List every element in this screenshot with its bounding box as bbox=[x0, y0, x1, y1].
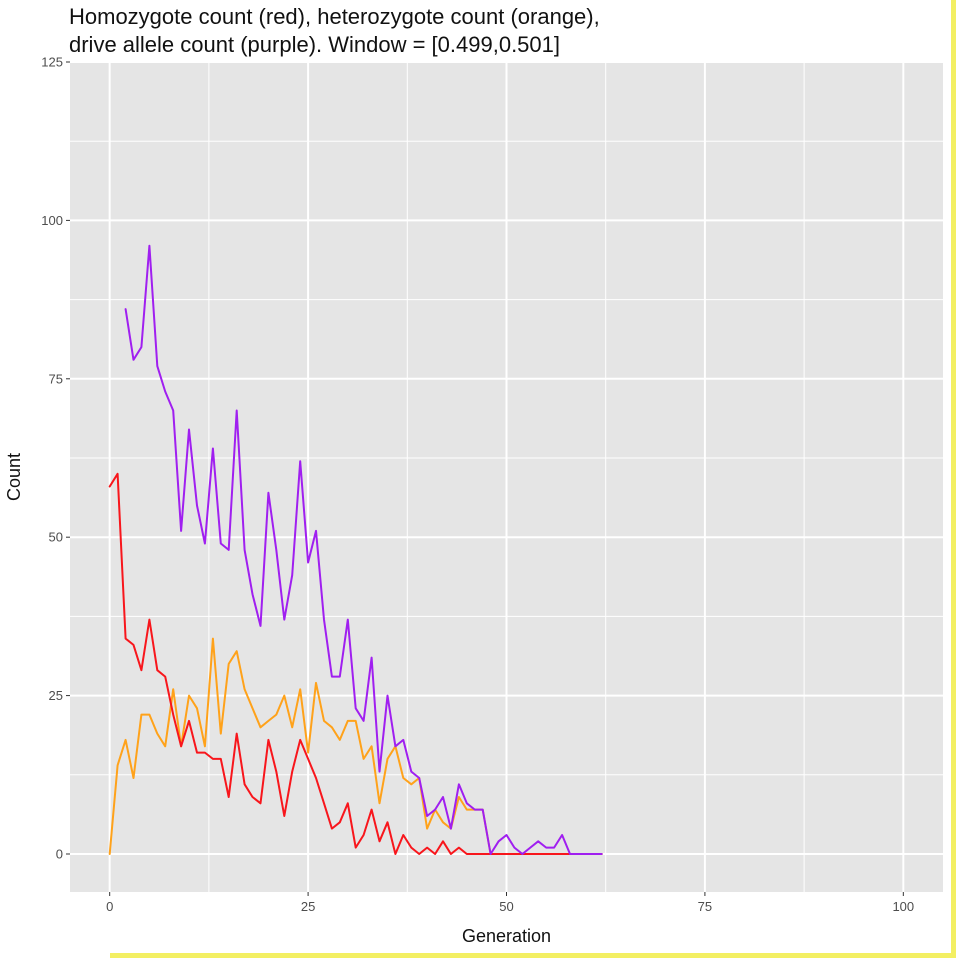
y-tick-label: 125 bbox=[41, 55, 63, 70]
chart-title-line-1: Homozygote count (red), heterozygote cou… bbox=[69, 4, 600, 29]
y-tick-label: 0 bbox=[56, 846, 63, 861]
y-tick-label: 100 bbox=[41, 213, 63, 228]
y-tick-labels: 0 25 50 75 100 125 bbox=[41, 55, 63, 862]
x-tick-label: 100 bbox=[892, 899, 914, 914]
chart-title: Homozygote count (red), heterozygote cou… bbox=[69, 3, 929, 59]
y-tick-label: 50 bbox=[49, 530, 63, 545]
x-axis-title: Generation bbox=[462, 926, 551, 946]
chart-title-line-2: drive allele count (purple). Window = [0… bbox=[69, 32, 561, 57]
y-tick-label: 25 bbox=[49, 688, 63, 703]
x-tick-label: 50 bbox=[499, 899, 513, 914]
series-line-red bbox=[108, 472, 603, 855]
x-tick-labels: 0 25 50 75 100 bbox=[106, 899, 914, 914]
window-frame-bottom bbox=[110, 953, 956, 958]
series-layer bbox=[108, 244, 603, 855]
series-line-purple bbox=[124, 244, 603, 855]
window-frame-right bbox=[951, 0, 956, 958]
x-tick-label: 0 bbox=[106, 899, 113, 914]
x-tick-label: 25 bbox=[301, 899, 315, 914]
y-axis-title: Count bbox=[4, 453, 24, 501]
x-tick-label: 75 bbox=[698, 899, 712, 914]
axis-ticks bbox=[66, 61, 904, 896]
grid-major bbox=[70, 61, 943, 892]
y-tick-label: 75 bbox=[49, 371, 63, 386]
